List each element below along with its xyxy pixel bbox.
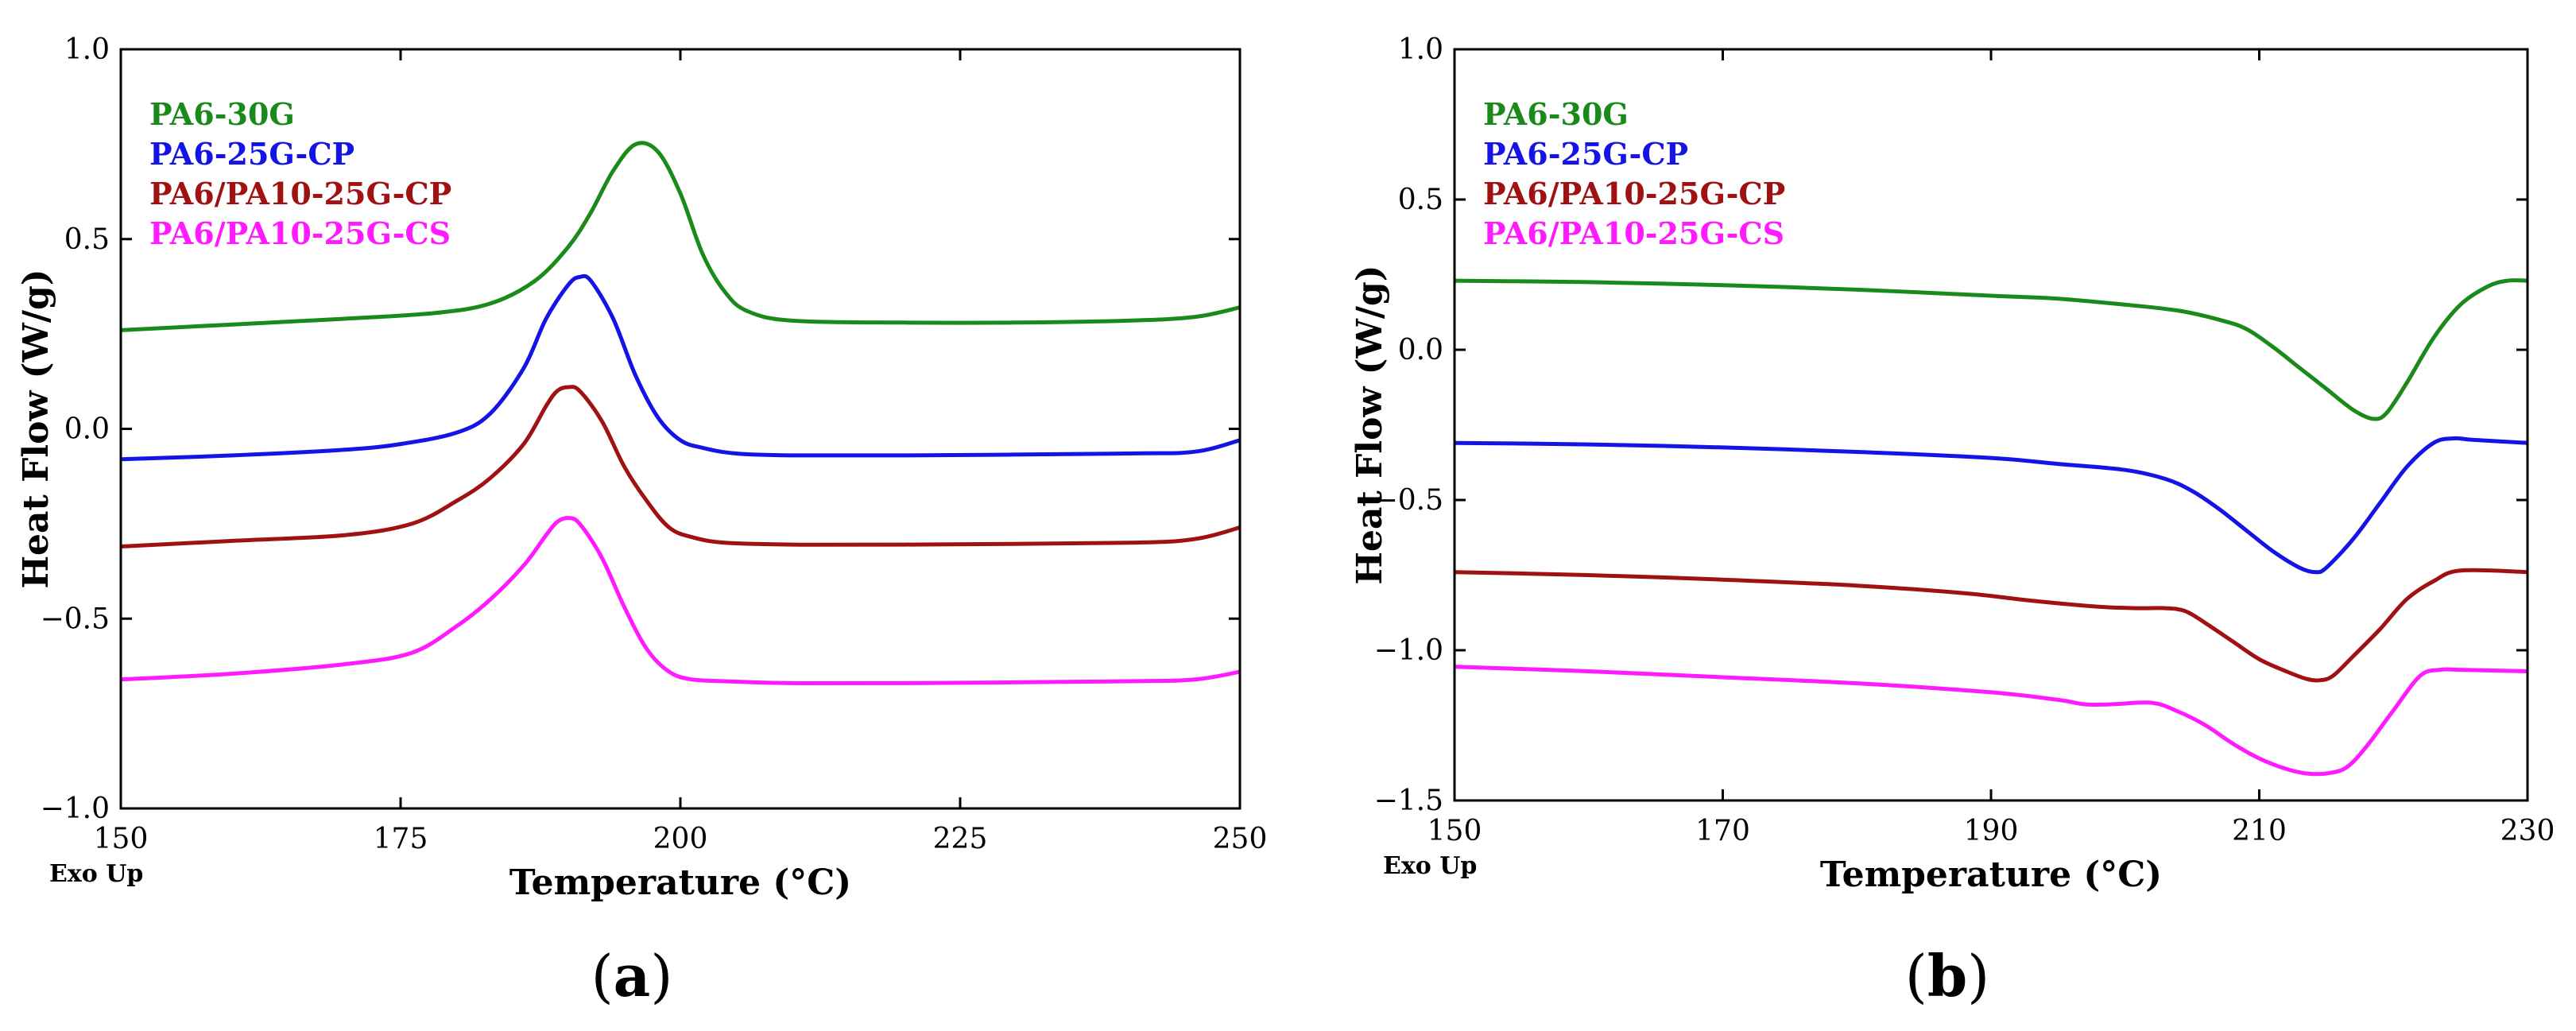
x-tick-label: 175 [374,823,428,855]
legend-entry: PA6/PA10-25G-CP [149,176,451,211]
y-tick-label: −0.5 [41,603,110,635]
y-tick-label: 0.5 [1398,184,1443,216]
legend-entry: PA6-25G-CP [1483,136,1688,172]
y-tick-label: −1.5 [1374,785,1443,817]
y-tick-label: 0.0 [1398,334,1443,366]
legend-entry: PA6-30G [149,96,295,132]
chart-panel-a: 150 175 200 225 250 −1.0 −0.5 0.0 0.5 1.0 Temperat… [16,33,1267,903]
series-line-pa6-25g-cp [121,273,1240,462]
panel-label-a: (a) [591,942,673,1010]
y-tick-label: 0.0 [64,413,110,446]
legend-entry: PA6-25G-CP [149,136,354,172]
series-line-pa6-pa10-25g-cp [1455,568,2528,683]
chart-panel-b: 150 170 190 210 230 −1.5 −1.0 −0.5 0.0 0.5 1.0 Temp… [1350,33,2555,895]
x-tick-label: 150 [94,823,149,855]
y-tick-label: −0.5 [1374,484,1443,517]
y-tick-label: −1.0 [41,793,110,825]
panel-label-b: (b) [1904,942,1990,1010]
exo-up-note: Exo Up [1383,852,1477,880]
x-tick-label: 250 [1213,823,1268,855]
series-line-pa6-pa10-25g-cs [1455,665,2528,777]
exo-up-note: Exo Up [49,860,143,888]
y-tick-label: 1.0 [64,33,110,66]
x-tick-label: 225 [933,823,988,855]
series-line-pa6-pa10-25g-cp [121,385,1240,548]
x-axis-label: Temperature (°C) [509,862,851,903]
y-tick-label: 1.0 [1398,33,1443,66]
x-tick-label: 190 [1964,815,2019,847]
x-tick-label: 230 [2500,815,2555,847]
y-tick-label: −1.0 [1374,634,1443,667]
legend-entry: PA6/PA10-25G-CP [1483,176,1785,211]
series-line-pa6-30g [1455,278,2528,421]
x-axis-label: Temperature (°C) [1820,855,2162,895]
series-line-pa6-30g [121,141,1240,332]
series-line-pa6-pa10-25g-cs [121,516,1240,686]
x-tick-label: 200 [653,823,708,855]
x-tick-label: 210 [2232,815,2287,847]
x-tick-label: 150 [1427,815,1482,847]
x-tick-label: 170 [1695,815,1750,847]
legend-entry: PA6-30G [1483,96,1629,132]
y-tick-label: 0.5 [64,223,110,256]
legend-entry: PA6/PA10-25G-CS [149,215,451,251]
y-axis-label: Heat Flow (W/g) [1350,265,1390,584]
legend-entry: PA6/PA10-25G-CS [1483,215,1784,251]
series-line-pa6-25g-cp [1455,436,2528,575]
y-axis-label: Heat Flow (W/g) [16,269,56,588]
